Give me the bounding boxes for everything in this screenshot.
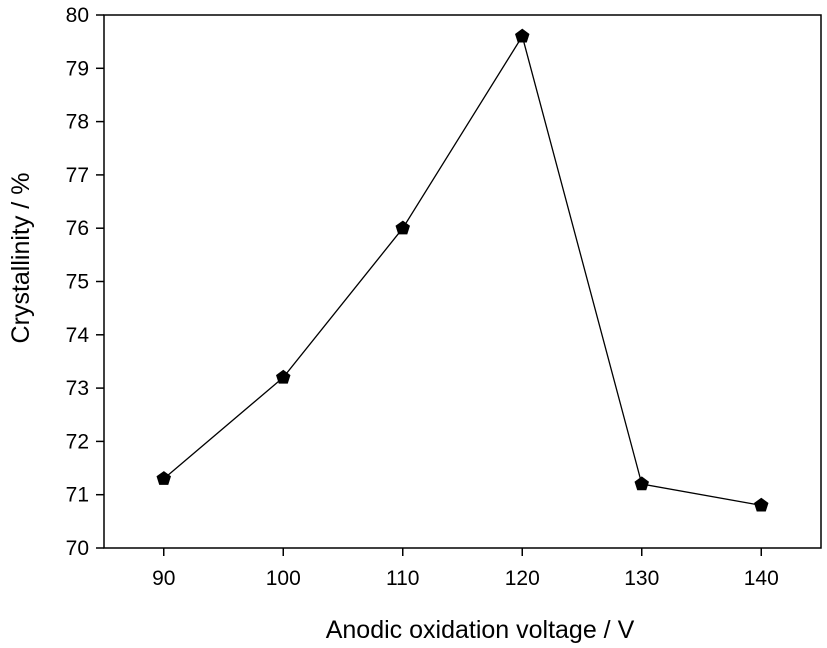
plot-frame — [103, 14, 822, 549]
y-axis-title: Crystallinity / % — [7, 173, 35, 344]
y-tick-label: 78 — [66, 111, 89, 134]
y-tick-label: 71 — [66, 484, 89, 507]
y-tick-label: 79 — [66, 57, 89, 80]
x-tick-label: 100 — [266, 567, 301, 590]
data-point-marker — [276, 369, 291, 384]
x-tick-label: 130 — [624, 567, 659, 590]
y-tick-label: 80 — [66, 4, 89, 27]
y-tick-label: 75 — [66, 271, 89, 294]
data-point-marker — [156, 471, 171, 485]
y-tick-label: 72 — [66, 430, 89, 453]
data-point-marker — [515, 28, 530, 43]
x-axis-title: Anodic oxidation voltage / V — [326, 616, 635, 644]
x-tick-label: 140 — [744, 567, 779, 590]
x-tick-label: 90 — [152, 567, 175, 590]
series-layer — [156, 28, 769, 512]
data-point-marker — [395, 220, 410, 235]
data-point-marker — [754, 497, 769, 512]
y-tick-label: 74 — [66, 324, 90, 347]
x-axis-ticks: 90 100 110 120 130 140 — [152, 548, 779, 590]
data-point-marker — [634, 476, 649, 491]
y-tick-label: 73 — [66, 377, 89, 400]
y-tick-label: 76 — [66, 217, 89, 240]
y-tick-label: 70 — [66, 537, 89, 560]
series-line — [163, 34, 762, 507]
y-tick-label: 77 — [66, 164, 89, 187]
x-tick-label: 110 — [386, 567, 419, 590]
x-tick-label: 120 — [505, 567, 540, 590]
y-axis-ticks: 70 71 72 73 74 75 76 77 78 79 80 — [66, 4, 104, 560]
